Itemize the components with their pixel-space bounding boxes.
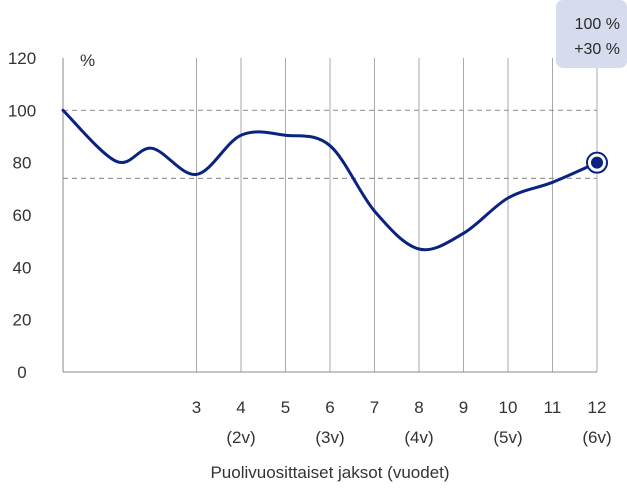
x-tick-label-12: 12: [588, 398, 607, 417]
x-axis-title: Puolivuosittaiset jaksot (vuodet): [210, 463, 449, 482]
x-tick-sublabel-6: (3v): [315, 428, 344, 447]
y-tick-label-0: 0: [17, 363, 26, 382]
x-tick-label-6: 6: [325, 398, 334, 417]
value-badge: 100 % +30 %: [556, 0, 627, 68]
badge-line-1: 100 %: [575, 16, 620, 33]
x-tick-sublabel-10: (5v): [493, 428, 522, 447]
y-axis-unit-label: %: [80, 51, 95, 70]
x-tick-label-9: 9: [459, 398, 468, 417]
y-tick-label-100: 100: [8, 101, 36, 120]
y-tick-label-120: 120: [8, 49, 36, 68]
x-tick-label-4: 4: [236, 398, 245, 417]
y-tick-label-40: 40: [13, 258, 32, 277]
x-tick-label-7: 7: [370, 398, 379, 417]
x-tick-labels: 3 4 (2v) 5 6 (3v) 7 8 (4v) 9 10 (5v) 11 12 (6v): [192, 398, 612, 447]
x-tick-sublabel-12: (6v): [582, 428, 611, 447]
series: [61, 108, 599, 252]
badge-line-2: +30 %: [574, 41, 620, 58]
y-tick-labels: 0 20 40 60 80 100 120: [8, 49, 36, 382]
x-tick-label-11: 11: [544, 398, 562, 417]
x-tick-label-3: 3: [192, 398, 201, 417]
x-tick-sublabel-8: (4v): [404, 428, 433, 447]
reference-lines: [63, 109, 597, 179]
x-tick-label-8: 8: [414, 398, 423, 417]
series-line-1: [61, 108, 599, 252]
x-tick-sublabel-4: (2v): [226, 428, 255, 447]
gridlines: [196, 58, 598, 372]
x-tick-label-10: 10: [499, 398, 518, 417]
y-tick-label-80: 80: [13, 154, 32, 173]
y-tick-label-60: 60: [13, 206, 32, 225]
end-marker: [586, 151, 608, 174]
end-marker-point: [591, 156, 603, 169]
y-tick-label-20: 20: [13, 311, 32, 330]
badge-background: [556, 0, 627, 68]
x-tick-label-5: 5: [281, 398, 290, 417]
